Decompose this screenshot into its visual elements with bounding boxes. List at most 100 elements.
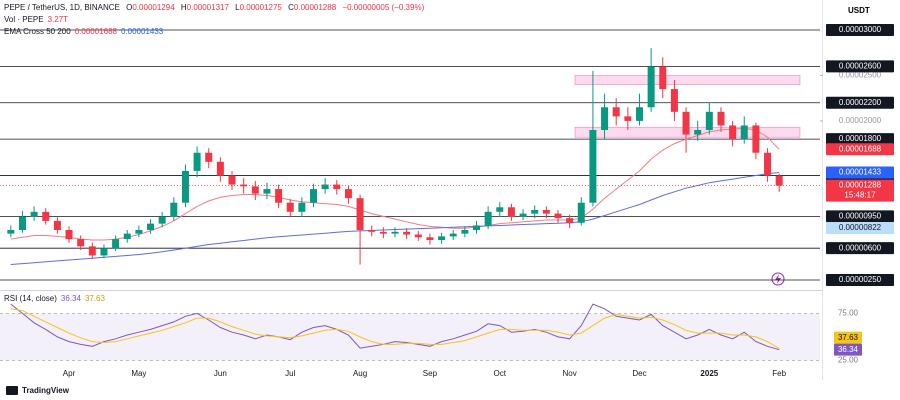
candle-body: [635, 107, 643, 121]
header-line-1: PEPE / TetherUS, 1D, BINANCE O0.00001294…: [4, 3, 428, 12]
candle-body: [193, 152, 201, 171]
level-label: 0.00000950: [839, 211, 882, 220]
ohlc-l: 0.00001275: [239, 3, 282, 12]
marker-label: 0.00000822: [839, 223, 882, 232]
level-label-box: [826, 274, 894, 286]
x-tick-label: Aug: [353, 369, 367, 378]
candle-body: [147, 223, 155, 230]
candle-body: [705, 111, 713, 130]
rsi-signal-value: 37.63: [84, 294, 105, 303]
x-tick-label: Apr: [63, 369, 76, 378]
rsi-line: [10, 303, 780, 351]
volume-value: 3.27T: [47, 15, 69, 24]
y-tick-label: 0.00002000: [839, 116, 882, 125]
candle-body: [589, 130, 597, 203]
y-tick-label: 0.00002500: [839, 71, 882, 80]
rsi-value: 36.34: [60, 294, 81, 303]
candle-body: [542, 210, 550, 214]
candle-body: [775, 175, 783, 186]
candle-body: [181, 170, 189, 203]
level-label: 0.00000250: [839, 275, 882, 284]
candle-body: [764, 152, 772, 176]
candle-body: [566, 218, 574, 223]
candle-body: [251, 186, 259, 194]
candle-body: [531, 210, 539, 214]
level-label-box: [826, 133, 894, 146]
candle-body: [426, 237, 434, 240]
rsi-value-label: 37.63: [838, 333, 859, 342]
ohlc-o-key: O: [126, 3, 133, 12]
candle-body: [100, 248, 108, 256]
candle-body: [729, 125, 737, 140]
candle-body: [577, 202, 585, 223]
header-line-2: Vol · PEPE 3.27T: [4, 15, 72, 24]
rsi-header: RSI (14, close) 36.34 37.63: [4, 294, 109, 303]
candle-body: [694, 130, 702, 135]
currency: USDT: [848, 6, 870, 15]
candle-body: [461, 230, 469, 234]
level-label: 0.00001800: [839, 134, 882, 143]
candle-body: [158, 216, 166, 224]
candle-body: [53, 220, 61, 230]
level-label-box: [826, 24, 894, 36]
rsi-line: [10, 308, 780, 349]
candle-body: [170, 202, 178, 217]
candle-body: [310, 189, 317, 203]
x-tick-label: Oct: [494, 369, 507, 378]
level-label-box: [826, 96, 894, 109]
candle-body: [344, 189, 352, 199]
ohlc-h: 0.00001317: [186, 3, 229, 12]
level-label-box: [826, 242, 894, 255]
ohlc-c-key: C: [288, 3, 294, 12]
price-label-box: [826, 179, 894, 202]
candle-body: [601, 107, 609, 130]
candle-body: [333, 184, 341, 190]
ema-label: 0.00001688: [839, 144, 882, 153]
change: −0.00000005 (−0.39%): [342, 3, 425, 12]
candle-body: [228, 175, 236, 185]
ema-50-value: 0.00001688: [74, 27, 117, 36]
candle-body: [135, 230, 143, 234]
brand: TradingView: [22, 386, 70, 395]
candle-body: [286, 202, 294, 212]
candle-body: [659, 66, 667, 90]
ema-label-box: [826, 166, 894, 179]
candle-body: [473, 225, 480, 230]
rsi-label: RSI (14, close): [4, 294, 57, 303]
candle-body: [717, 111, 725, 126]
event-icon-bolt: [775, 274, 781, 284]
rsi-tick-label: 25.00: [838, 355, 859, 364]
brand-logo: [6, 386, 18, 395]
ema-label: 0.00001433: [839, 168, 882, 177]
candle-body: [379, 231, 387, 234]
rsi-value-label: 36.34: [838, 345, 859, 354]
candle-body: [321, 184, 329, 190]
candle-body: [414, 234, 422, 238]
zone: [574, 75, 801, 85]
candle-body: [77, 239, 85, 247]
ohlc-l-key: L: [235, 3, 240, 12]
level-label: 0.00002600: [839, 61, 882, 70]
symbol: PEPE / TetherUS, 1D, BINANCE: [4, 3, 120, 12]
candle-body: [484, 211, 492, 226]
candle-body: [612, 107, 620, 117]
candle-body: [7, 230, 15, 234]
x-tick-label: Nov: [563, 369, 577, 378]
candle-body: [65, 230, 73, 240]
level-label: 0.00003000: [839, 25, 882, 34]
marker-label-box: [826, 222, 894, 234]
candle-body: [88, 246, 96, 256]
rsi-value-box: [834, 343, 862, 356]
x-tick-label: Jul: [285, 369, 295, 378]
candle-body: [30, 211, 38, 217]
candle-body: [18, 216, 26, 230]
candle-body: [496, 207, 504, 212]
ohlc-o: 0.00001294: [132, 3, 175, 12]
countdown: 15:48:17: [844, 191, 876, 200]
candle-body: [205, 152, 213, 162]
ema-label: EMA Cross 50 200: [4, 27, 71, 36]
level-label: 0.00002200: [839, 98, 882, 107]
candle-body: [403, 231, 411, 235]
